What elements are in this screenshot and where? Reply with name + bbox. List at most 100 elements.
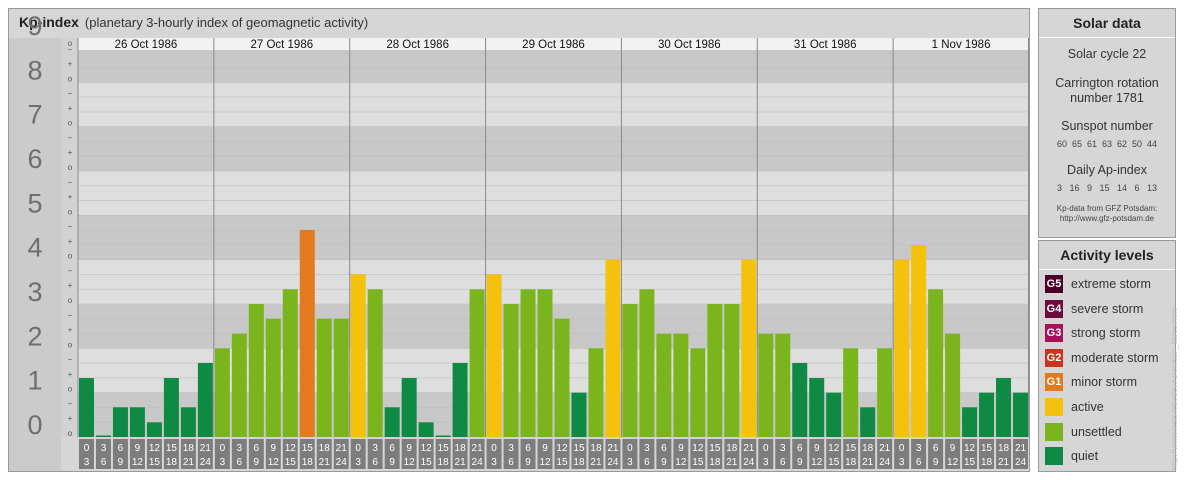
- minor-mark: +: [68, 370, 73, 379]
- kp-bar: [180, 407, 196, 437]
- slot-label-bg: [673, 439, 689, 469]
- legend-swatch: [1045, 398, 1063, 416]
- legend-item: G3 strong storm: [1045, 323, 1140, 343]
- slot-start-label: 21: [336, 443, 348, 454]
- slot-start-label: 12: [285, 443, 297, 454]
- slot-start-label: 12: [828, 443, 840, 454]
- slot-end-label: 24: [743, 457, 755, 468]
- legend-label: quiet: [1071, 449, 1099, 464]
- slot-start-label: 0: [220, 443, 226, 454]
- kp-bar: [826, 392, 842, 437]
- minor-mark: o: [68, 252, 73, 261]
- source-line1: Kp-data from GFZ Potsdam:: [1056, 204, 1158, 213]
- slot-label-bg: [911, 439, 927, 469]
- slot-label-bg: [622, 439, 638, 469]
- minor-mark: +: [68, 326, 73, 335]
- ap-values: 3 16 9 15 14 6 13: [1056, 183, 1158, 193]
- kp-bar: [894, 259, 910, 437]
- legend-label: minor storm: [1071, 375, 1137, 390]
- day-header-bg: [621, 38, 758, 50]
- minor-mark: +: [68, 104, 73, 113]
- slot-start-label: 15: [981, 443, 993, 454]
- slot-end-label: 21: [998, 457, 1010, 468]
- slot-start-label: 15: [845, 443, 857, 454]
- day-header-bg: [349, 38, 486, 50]
- kp-bar: [656, 333, 672, 437]
- slot-end-label: 15: [421, 457, 433, 468]
- slot-end-label: 15: [828, 457, 840, 468]
- kp-bar: [945, 333, 961, 437]
- slot-end-label: 12: [539, 457, 551, 468]
- kp-bar: [435, 435, 451, 437]
- slot-label-bg: [741, 439, 757, 469]
- kp-bar: [520, 289, 536, 437]
- slot-end-label: 12: [404, 457, 416, 468]
- sunspot-values: 60 65 61 63 62 50 44: [1056, 139, 1158, 149]
- slot-start-label: 3: [101, 443, 107, 454]
- slot-end-label: 15: [285, 457, 297, 468]
- slot-end-label: 6: [372, 457, 378, 468]
- chart-title: Kp-index (planetary 3-hourly index of geo…: [19, 14, 368, 30]
- slot-end-label: 18: [845, 457, 857, 468]
- kp-bar: [588, 348, 604, 437]
- slot-start-label: 15: [302, 443, 314, 454]
- minor-mark: +: [68, 148, 73, 157]
- slot-label-bg: [554, 439, 570, 469]
- slot-start-label: 18: [862, 443, 874, 454]
- slot-end-label: 6: [916, 457, 922, 468]
- kp-bar: [469, 289, 485, 437]
- slot-start-label: 18: [726, 443, 738, 454]
- kp-bar: [452, 362, 468, 437]
- minor-mark: +: [68, 281, 73, 290]
- slot-start-label: 3: [237, 443, 243, 454]
- slot-end-label: 15: [692, 457, 704, 468]
- minor-mark: o: [68, 296, 73, 305]
- slot-label-bg: [996, 439, 1012, 469]
- slot-label-bg: [367, 439, 383, 469]
- kp-bar: [418, 422, 434, 437]
- legend-label: moderate storm: [1071, 350, 1159, 365]
- slot-label-bg: [95, 439, 111, 469]
- slot-label-bg: [724, 439, 740, 469]
- minor-mark: o: [68, 39, 73, 48]
- slot-end-label: 6: [101, 457, 107, 468]
- minor-axis-column: [61, 38, 78, 437]
- slot-end-label: 12: [132, 457, 144, 468]
- slot-end-label: 18: [166, 457, 178, 468]
- slot-label-bg: [928, 439, 944, 469]
- slot-start-label: 3: [916, 443, 922, 454]
- y-tick-label: 8: [27, 55, 42, 85]
- y-tick-label: 2: [27, 321, 42, 351]
- slot-label-bg: [452, 439, 468, 469]
- minor-mark: −: [68, 222, 73, 231]
- slot-end-label: 18: [981, 457, 993, 468]
- slot-end-label: 21: [726, 457, 738, 468]
- minor-mark: o: [68, 163, 73, 172]
- slot-label-bg: [690, 439, 706, 469]
- slot-start-label: 9: [542, 443, 548, 454]
- kp-bar: [996, 378, 1012, 437]
- slot-label-bg: [588, 439, 604, 469]
- y-tick-label: 1: [27, 366, 42, 396]
- kp-bar: [333, 318, 349, 437]
- slot-label-bg: [350, 439, 366, 469]
- legend-item: active: [1045, 397, 1104, 417]
- slot-label-bg: [231, 439, 247, 469]
- source-link[interactable]: http://www.gfz-potsdam.de: [1059, 214, 1155, 223]
- slot-start-label: 9: [814, 443, 820, 454]
- minor-mark: o: [68, 207, 73, 216]
- kp-bar: [537, 289, 553, 437]
- kp-bar: [350, 274, 366, 437]
- kp-bar: [758, 333, 774, 437]
- day-header-bg: [757, 38, 894, 50]
- day-header-bg: [893, 38, 1029, 50]
- kp-bar: [95, 435, 111, 437]
- slot-end-label: 3: [899, 457, 905, 468]
- legend-label: severe storm: [1071, 301, 1144, 316]
- kp-bar: [401, 378, 417, 437]
- slot-label-bg: [163, 439, 179, 469]
- slot-label-bg: [979, 439, 995, 469]
- slot-end-label: 24: [607, 457, 619, 468]
- chart-subtitle: (planetary 3-hourly index of geomagnetic…: [84, 15, 369, 30]
- slot-label-bg: [809, 439, 825, 469]
